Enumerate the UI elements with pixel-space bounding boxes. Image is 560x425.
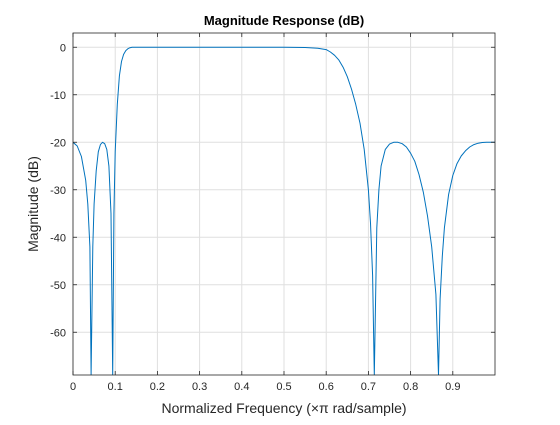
x-tick-label: 0.2 [150,381,165,393]
y-tick-label: -20 [50,137,66,149]
magnitude-response-line [73,46,495,375]
y-tick-label: -30 [50,185,66,197]
y-axis: 0 -10 -20 -30 -40 -50 -60 [50,42,495,339]
x-tick-label: 0.6 [319,381,334,393]
x-tick-label: 0 [70,381,76,393]
x-tick-label: 0.3 [192,381,207,393]
x-tick-label: 0.9 [445,381,460,393]
x-tick-label: 0.4 [234,381,249,393]
y-axis-label: Magnitude (dB) [25,156,41,252]
x-tick-label: 0.7 [361,381,376,393]
x-axis-label: Normalized Frequency (×π rad/sample) [161,400,406,416]
x-tick-label: 0.8 [403,381,418,393]
series-container [73,46,495,375]
chart-title: Magnitude Response (dB) [204,13,364,28]
x-tick-label: 0.5 [276,381,291,393]
x-tick-label: 0.1 [108,381,123,393]
y-tick-label: -10 [50,90,66,102]
y-tick-label: -50 [50,280,66,292]
y-tick-label: 0 [60,42,66,54]
y-tick-label: -40 [50,232,66,244]
x-axis: 0 0.1 0.2 0.3 0.4 0.5 0.6 0.7 0.8 0.9 [70,33,460,393]
y-tick-label: -60 [50,327,66,339]
